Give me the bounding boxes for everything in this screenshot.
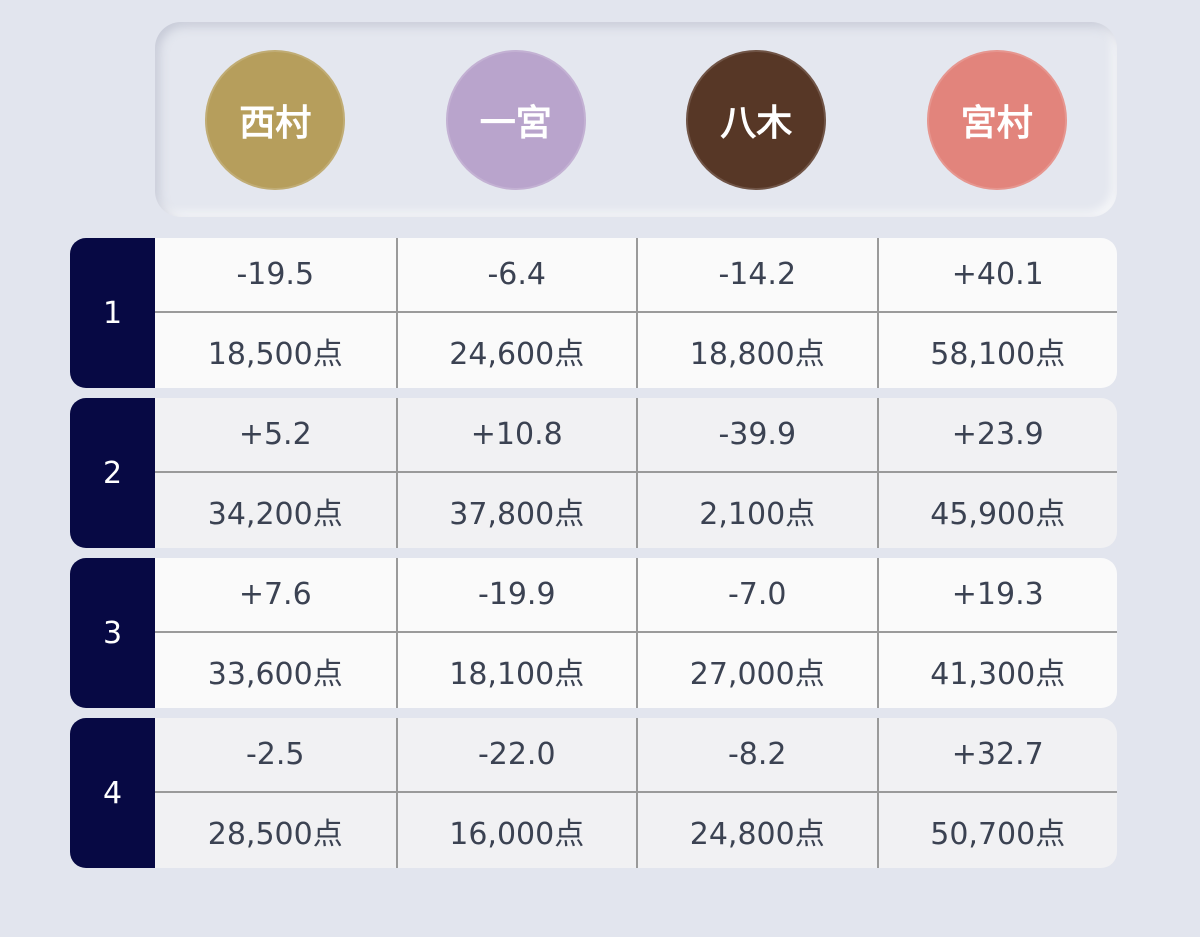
score-total: 28,500点 — [207, 816, 343, 852]
score-diff: +5.2 — [155, 398, 396, 473]
player-slot: 宮村 — [877, 22, 1118, 217]
score-total: 34,200点 — [207, 496, 343, 532]
round-number: 4 — [70, 718, 155, 868]
score-diff: +40.1 — [876, 238, 1117, 313]
round-row: 4 -2.5 -22.0 -8.2 +32.7 28,500点 16,000点 24,800点… — [70, 718, 1117, 868]
score-total: 18,500点 — [207, 336, 343, 372]
score-diff: +19.3 — [876, 558, 1117, 633]
score-total: 37,800点 — [395, 473, 637, 548]
score-total: 58,100点 — [876, 313, 1118, 388]
player-avatar: 西村 — [205, 49, 346, 190]
score-diff: -19.5 — [155, 238, 396, 313]
round-row: 1 -19.5 -6.4 -14.2 +40.1 18,500点 24,600点 18,800… — [70, 238, 1117, 388]
round-row: 2 +5.2 +10.8 -39.9 +23.9 34,200点 37,800点 2,100点… — [70, 398, 1117, 548]
round-cells: -2.5 -22.0 -8.2 +32.7 28,500点 16,000点 24,800点 5… — [155, 718, 1117, 868]
score-total: 16,000点 — [395, 793, 637, 868]
score-total: 2,100点 — [636, 473, 877, 548]
player-avatar: 宮村 — [926, 49, 1067, 190]
score-total: 18,800点 — [636, 313, 877, 388]
round-number: 3 — [70, 558, 155, 708]
score-diff: +7.6 — [155, 558, 396, 633]
round-number: 1 — [70, 238, 155, 388]
player-slot: 西村 — [155, 22, 396, 217]
score-table: 1 -19.5 -6.4 -14.2 +40.1 18,500点 24,600点 18,800… — [70, 238, 1117, 878]
score-diff: -22.0 — [395, 718, 636, 793]
score-diff: +23.9 — [876, 398, 1117, 473]
score-total: 33,600点 — [207, 656, 343, 692]
score-diff: +10.8 — [395, 398, 636, 473]
score-total: 41,300点 — [876, 633, 1118, 708]
score-diff: +32.7 — [876, 718, 1117, 793]
round-cells: +7.6 -19.9 -7.0 +19.3 33,600点 18,100点 27,000点 4… — [155, 558, 1117, 708]
player-slot: 八木 — [636, 22, 877, 217]
player-header: 西村 一宮 八木 宮村 — [155, 22, 1117, 217]
round-cells: -19.5 -6.4 -14.2 +40.1 18,500点 24,600点 18,800点… — [155, 238, 1117, 388]
score-total: 45,900点 — [876, 473, 1118, 548]
score-diff: -7.0 — [636, 558, 877, 633]
score-diff: -19.9 — [395, 558, 636, 633]
score-total: 18,100点 — [395, 633, 637, 708]
score-total: 24,800点 — [636, 793, 877, 868]
player-avatar: 一宮 — [445, 49, 586, 190]
round-row: 3 +7.6 -19.9 -7.0 +19.3 33,600点 18,100点 27,000点… — [70, 558, 1117, 708]
score-total: 27,000点 — [636, 633, 877, 708]
player-slot: 一宮 — [396, 22, 637, 217]
score-diff: -8.2 — [636, 718, 877, 793]
score-diff: -14.2 — [636, 238, 877, 313]
player-avatar: 八木 — [686, 49, 827, 190]
score-diff: -6.4 — [395, 238, 636, 313]
round-cells: +5.2 +10.8 -39.9 +23.9 34,200点 37,800点 2,100点 4… — [155, 398, 1117, 548]
score-diff: -39.9 — [636, 398, 877, 473]
score-diff: -2.5 — [155, 718, 396, 793]
score-total: 50,700点 — [876, 793, 1118, 868]
round-number: 2 — [70, 398, 155, 548]
score-total: 24,600点 — [395, 313, 637, 388]
